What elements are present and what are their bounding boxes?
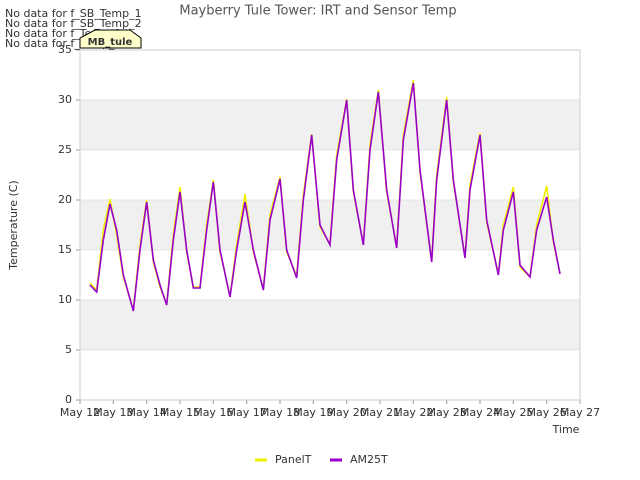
x-tick-label: May 19 — [293, 406, 333, 419]
site-label: MB_tule — [88, 37, 133, 48]
y-tick-label: 30 — [58, 93, 72, 106]
y-tick-label: 0 — [65, 393, 72, 406]
chart-title: Mayberry Tule Tower: IRT and Sensor Temp — [179, 4, 456, 19]
x-tick-label: May 27 — [560, 406, 600, 419]
y-tick-label: 15 — [58, 243, 72, 256]
y-tick-label: 25 — [58, 143, 72, 156]
y-tick-label: 5 — [65, 343, 72, 356]
x-tick-label: May 23 — [427, 406, 467, 419]
y-axis-label: Temperature (C) — [7, 180, 20, 270]
x-tick-label: May 14 — [127, 406, 167, 419]
annotation: No data for f_SB_Temp_2 — [5, 17, 142, 30]
x-tick-label: May 20 — [327, 406, 367, 419]
annotation: No data for f_SB_Temp_1 — [5, 7, 142, 20]
site-label-box — [79, 29, 142, 49]
x-tick-label: May 12 — [60, 406, 100, 419]
x-axis-label: Time — [552, 423, 580, 436]
x-tick-label: May 15 — [160, 406, 200, 419]
x-tick-label: May 17 — [227, 406, 267, 419]
x-tick-label: May 16 — [193, 406, 233, 419]
x-tick-label: May 25 — [493, 406, 533, 419]
grid-band — [80, 300, 580, 350]
legend-label: PanelT — [275, 453, 312, 466]
x-tick-label: May 21 — [360, 406, 400, 419]
grid-band — [80, 100, 580, 150]
legend-label: AM25T — [350, 453, 388, 466]
x-tick-label: May 24 — [460, 406, 500, 419]
y-tick-label: 20 — [58, 193, 72, 206]
series-line — [89, 82, 561, 312]
x-tick-label: May 26 — [527, 406, 567, 419]
x-tick-label: May 13 — [93, 406, 133, 419]
y-tick-label: 35 — [58, 43, 72, 56]
y-tick-label: 10 — [58, 293, 72, 306]
plot-border — [79, 49, 581, 401]
x-tick-label: May 18 — [260, 406, 300, 419]
x-tick-label: May 22 — [393, 406, 433, 419]
